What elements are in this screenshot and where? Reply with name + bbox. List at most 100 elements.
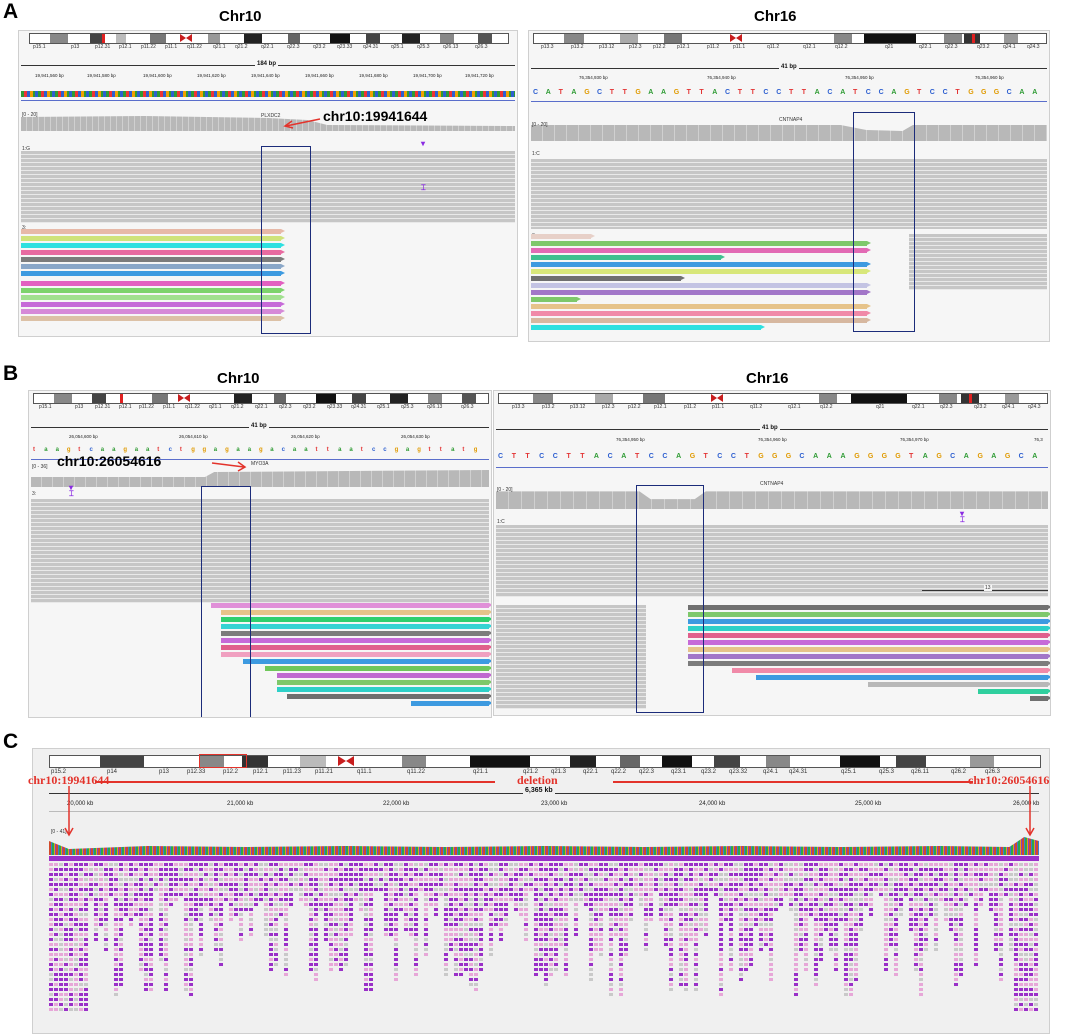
discordant-read bbox=[379, 883, 383, 886]
discordant-read bbox=[79, 958, 83, 961]
discordant-read bbox=[214, 938, 218, 941]
discordant-read bbox=[419, 888, 423, 891]
discordant-read bbox=[94, 873, 98, 876]
discordant-read bbox=[334, 923, 338, 926]
discordant-read bbox=[1004, 873, 1008, 876]
discordant-read bbox=[564, 958, 568, 961]
sequence-base: C bbox=[763, 89, 769, 96]
discordant-read bbox=[894, 943, 898, 946]
discordant-read bbox=[809, 893, 813, 896]
discordant-read bbox=[999, 973, 1003, 976]
discordant-read bbox=[539, 913, 543, 916]
discordant-read bbox=[844, 948, 848, 951]
discordant-read bbox=[554, 943, 558, 946]
sequence-base: g bbox=[191, 447, 195, 453]
discordant-read bbox=[694, 898, 698, 901]
discordant-read bbox=[84, 923, 88, 926]
discordant-read bbox=[364, 978, 368, 981]
discordant-read bbox=[669, 903, 673, 906]
discordant-read bbox=[474, 913, 478, 916]
discordant-read bbox=[909, 893, 913, 896]
discordant-read bbox=[824, 883, 828, 886]
discordant-read bbox=[819, 923, 823, 926]
discordant-read bbox=[334, 868, 338, 871]
discordant-read bbox=[274, 923, 278, 926]
discordant-read bbox=[524, 863, 528, 866]
discordant-read bbox=[834, 898, 838, 901]
discordant-read bbox=[894, 963, 898, 966]
discordant-read bbox=[129, 873, 133, 876]
sequence-base: t bbox=[179, 447, 182, 453]
discordant-read bbox=[709, 873, 713, 876]
span-label: 41 bp bbox=[779, 64, 799, 70]
discordant-read bbox=[544, 883, 548, 886]
discordant-read bbox=[769, 968, 773, 971]
discordant-read bbox=[119, 933, 123, 936]
discordant-read bbox=[999, 968, 1003, 971]
discordant-read bbox=[994, 888, 998, 891]
discordant-read bbox=[974, 888, 978, 891]
discordant-read bbox=[1024, 938, 1028, 941]
discordant-read bbox=[999, 868, 1003, 871]
discordant-read bbox=[974, 933, 978, 936]
discordant-read bbox=[154, 873, 158, 876]
discordant-read bbox=[304, 863, 308, 866]
discordant-read bbox=[794, 943, 798, 946]
discordant-read bbox=[539, 928, 543, 931]
discordant-read bbox=[259, 878, 263, 881]
discordant-read bbox=[159, 928, 163, 931]
band-labels: p15.1 p13 p12.31 p12.1 p11.22 p11.1 q11.… bbox=[33, 44, 488, 50]
discordant-read bbox=[154, 888, 158, 891]
sequence-base: t bbox=[33, 447, 35, 453]
discordant-read bbox=[629, 868, 633, 871]
discordant-read bbox=[234, 873, 238, 876]
discordant-read bbox=[764, 928, 768, 931]
discordant-read bbox=[899, 913, 903, 916]
discordant-read bbox=[489, 928, 493, 931]
discordant-read bbox=[554, 928, 558, 931]
discordant-read bbox=[754, 903, 758, 906]
discordant-read bbox=[444, 958, 448, 961]
discordant-read bbox=[554, 958, 558, 961]
discordant-read bbox=[239, 868, 243, 871]
discordant-read bbox=[594, 913, 598, 916]
discordant-read bbox=[79, 943, 83, 946]
discordant-read bbox=[814, 933, 818, 936]
sequence-base: a bbox=[349, 447, 353, 453]
discordant-read bbox=[304, 893, 308, 896]
discordant-read bbox=[329, 913, 333, 916]
discordant-read bbox=[79, 948, 83, 951]
discordant-read bbox=[739, 898, 743, 901]
discordant-read bbox=[814, 878, 818, 881]
discordant-read bbox=[424, 873, 428, 876]
discordant-read bbox=[314, 873, 318, 876]
discordant-read bbox=[694, 888, 698, 891]
discordant-read bbox=[369, 873, 373, 876]
discordant-read bbox=[979, 878, 983, 881]
discordant-read bbox=[769, 918, 773, 921]
discordant-read bbox=[784, 863, 788, 866]
discordant-read bbox=[919, 898, 923, 901]
discordant-read bbox=[64, 1003, 68, 1006]
discordant-read bbox=[464, 878, 468, 881]
discordant-read bbox=[334, 863, 338, 866]
discordant-read bbox=[709, 883, 713, 886]
discordant-read bbox=[209, 868, 213, 871]
discordant-read bbox=[574, 918, 578, 921]
discordant-read bbox=[844, 978, 848, 981]
discordant-read bbox=[564, 868, 568, 871]
discordant-read bbox=[364, 973, 368, 976]
discordant-read bbox=[819, 938, 823, 941]
split-read bbox=[531, 269, 871, 274]
discordant-read bbox=[144, 898, 148, 901]
discordant-read bbox=[829, 928, 833, 931]
discordant-read bbox=[589, 898, 593, 901]
discordant-read bbox=[794, 968, 798, 971]
discordant-read bbox=[474, 948, 478, 951]
discordant-read bbox=[884, 933, 888, 936]
discordant-read bbox=[869, 873, 873, 876]
discordant-read bbox=[699, 868, 703, 871]
discordant-read bbox=[709, 863, 713, 866]
discordant-read bbox=[619, 993, 623, 996]
discordant-read bbox=[519, 913, 523, 916]
